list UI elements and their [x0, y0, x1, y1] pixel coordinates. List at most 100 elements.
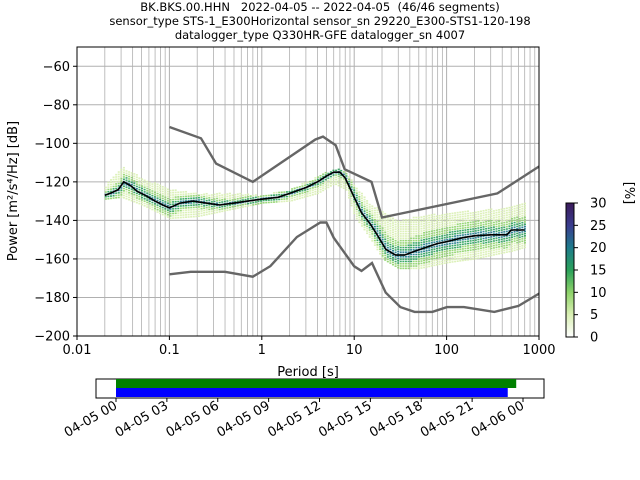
density-cell: [130, 199, 133, 202]
density-cell: [185, 202, 188, 205]
density-cell: [495, 235, 498, 237]
density-cell: [360, 199, 363, 202]
density-cell: [459, 218, 462, 221]
density-cell: [420, 257, 423, 260]
density-cell: [415, 253, 418, 256]
density-cell: [477, 241, 480, 243]
density-cell: [358, 198, 361, 200]
density-cell: [454, 244, 457, 247]
density-cell: [441, 230, 444, 233]
density-cell: [143, 179, 146, 182]
density-cell: [298, 197, 301, 200]
density-cell: [169, 210, 172, 213]
density-cell: [446, 252, 449, 255]
density-cell: [523, 202, 526, 205]
density-cell: [417, 253, 420, 256]
density-cell: [500, 210, 503, 213]
density-cell: [404, 262, 407, 265]
density-cell: [438, 217, 441, 219]
density-cell: [446, 215, 449, 218]
density-cell: [404, 235, 407, 237]
density-cell: [376, 237, 379, 239]
density-cell: [461, 227, 464, 229]
density-cell: [174, 191, 177, 194]
density-cell: [394, 237, 397, 240]
density-cell: [381, 234, 384, 236]
density-cell: [467, 210, 470, 213]
density-cell: [208, 194, 211, 197]
density-cell: [464, 257, 467, 259]
density-cell: [448, 231, 451, 234]
density-cell: [402, 244, 405, 247]
density-cell: [428, 242, 431, 245]
density-cell: [156, 199, 159, 202]
density-cell: [360, 220, 363, 223]
density-cell: [386, 253, 389, 256]
density-cell: [120, 175, 123, 178]
y-tick-label: −100: [34, 137, 70, 152]
density-cell: [394, 230, 397, 233]
density-cell: [239, 206, 242, 209]
density-cell: [115, 183, 118, 185]
density-cell: [410, 256, 413, 258]
density-cell: [448, 242, 451, 245]
density-cell: [153, 182, 156, 184]
density-cell: [221, 208, 224, 210]
density-cell: [513, 231, 516, 233]
density-cell: [441, 235, 444, 237]
density-cell: [350, 204, 353, 207]
density-cell: [407, 251, 410, 253]
density-cell: [272, 201, 275, 203]
density-cell: [203, 209, 206, 212]
density-cell: [200, 203, 203, 205]
density-cell: [208, 203, 211, 206]
density-cell: [391, 226, 394, 229]
density-cell: [404, 232, 407, 235]
density-cell: [244, 194, 247, 196]
density-cell: [345, 177, 348, 180]
density-cell: [358, 191, 361, 194]
density-cell: [236, 204, 239, 207]
density-cell: [435, 224, 438, 227]
density-cell: [148, 182, 151, 184]
density-cell: [363, 196, 366, 199]
colorbar-tick-label: 10: [590, 286, 607, 301]
density-cell: [138, 181, 141, 184]
density-cell: [397, 229, 400, 232]
density-cell: [459, 220, 462, 223]
density-cell: [394, 244, 397, 247]
density-cell: [500, 250, 503, 252]
timeline-tick-label: 04-05 06: [164, 398, 222, 440]
density-cell: [342, 182, 345, 185]
density-cell: [337, 182, 340, 185]
density-cell: [479, 256, 482, 259]
density-cell: [521, 240, 524, 242]
density-cell: [200, 196, 203, 198]
density-cell: [195, 208, 198, 211]
density-cell: [272, 198, 275, 201]
density-cell: [417, 237, 420, 240]
density-cell: [461, 250, 464, 253]
density-cell: [166, 195, 169, 198]
density-cell: [505, 237, 508, 240]
density-cell: [399, 221, 402, 223]
density-cell: [386, 258, 389, 261]
density-cell: [425, 240, 428, 243]
density-cell: [474, 227, 477, 230]
density-cell: [521, 212, 524, 215]
density-cell: [500, 224, 503, 227]
density-cell: [399, 230, 402, 233]
density-cell: [451, 254, 454, 256]
density-cell: [402, 223, 405, 226]
density-cell: [410, 232, 413, 235]
density-cell: [138, 188, 141, 191]
density-cell: [391, 254, 394, 257]
density-cell: [122, 192, 125, 194]
density-cell: [117, 178, 120, 180]
density-cell: [146, 201, 149, 204]
density-cell: [495, 228, 498, 230]
density-cell: [353, 187, 356, 189]
density-cell: [138, 177, 141, 179]
density-cell: [293, 187, 296, 190]
